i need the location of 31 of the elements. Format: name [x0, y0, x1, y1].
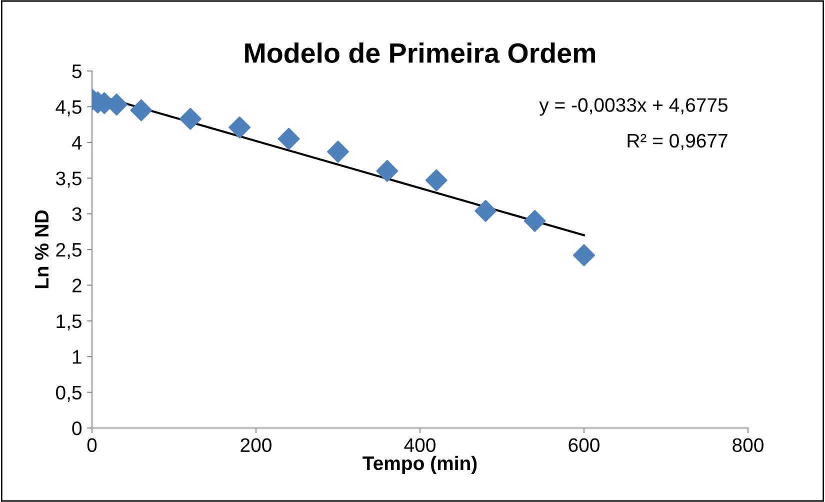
y-tick-label: 3 — [72, 207, 82, 222]
x-tick-label: 400 — [404, 438, 436, 452]
y-tick-label: 3,5 — [56, 172, 82, 188]
point — [228, 116, 251, 138]
point — [376, 160, 398, 182]
annotation: y = -0,0033x + 4,6775 — [539, 98, 728, 116]
annotation: R² = 0,9677 — [628, 134, 728, 150]
point — [425, 169, 448, 192]
y-tick-label: 4 — [72, 136, 82, 150]
y-axis-title: Ln % ND — [34, 210, 49, 288]
point — [524, 210, 546, 232]
y-tick-label: 0 — [72, 421, 82, 436]
x-tick-label: 0 — [87, 438, 97, 452]
point — [474, 200, 497, 222]
x-tick-label: 600 — [568, 438, 600, 452]
y-tick-label: 0,5 — [56, 386, 82, 402]
y-tick-label: 4,5 — [56, 100, 82, 116]
point — [179, 108, 202, 130]
point — [278, 128, 300, 150]
x-tick-label: 800 — [732, 438, 764, 452]
y-tick-label: 1 — [72, 350, 82, 364]
point — [573, 244, 595, 266]
point — [327, 140, 349, 163]
y-tick-label: 5 — [72, 64, 82, 78]
y-tick-label: 2,5 — [56, 242, 82, 260]
x-tick-label: 200 — [240, 438, 272, 452]
point — [130, 99, 152, 122]
y-tick-label: 2 — [72, 278, 82, 292]
y-tick-label: 1,5 — [56, 314, 82, 330]
x-axis-title: Tempo (min) — [362, 456, 477, 474]
chart-title: Modelo de Primeira Ordem — [245, 42, 596, 63]
